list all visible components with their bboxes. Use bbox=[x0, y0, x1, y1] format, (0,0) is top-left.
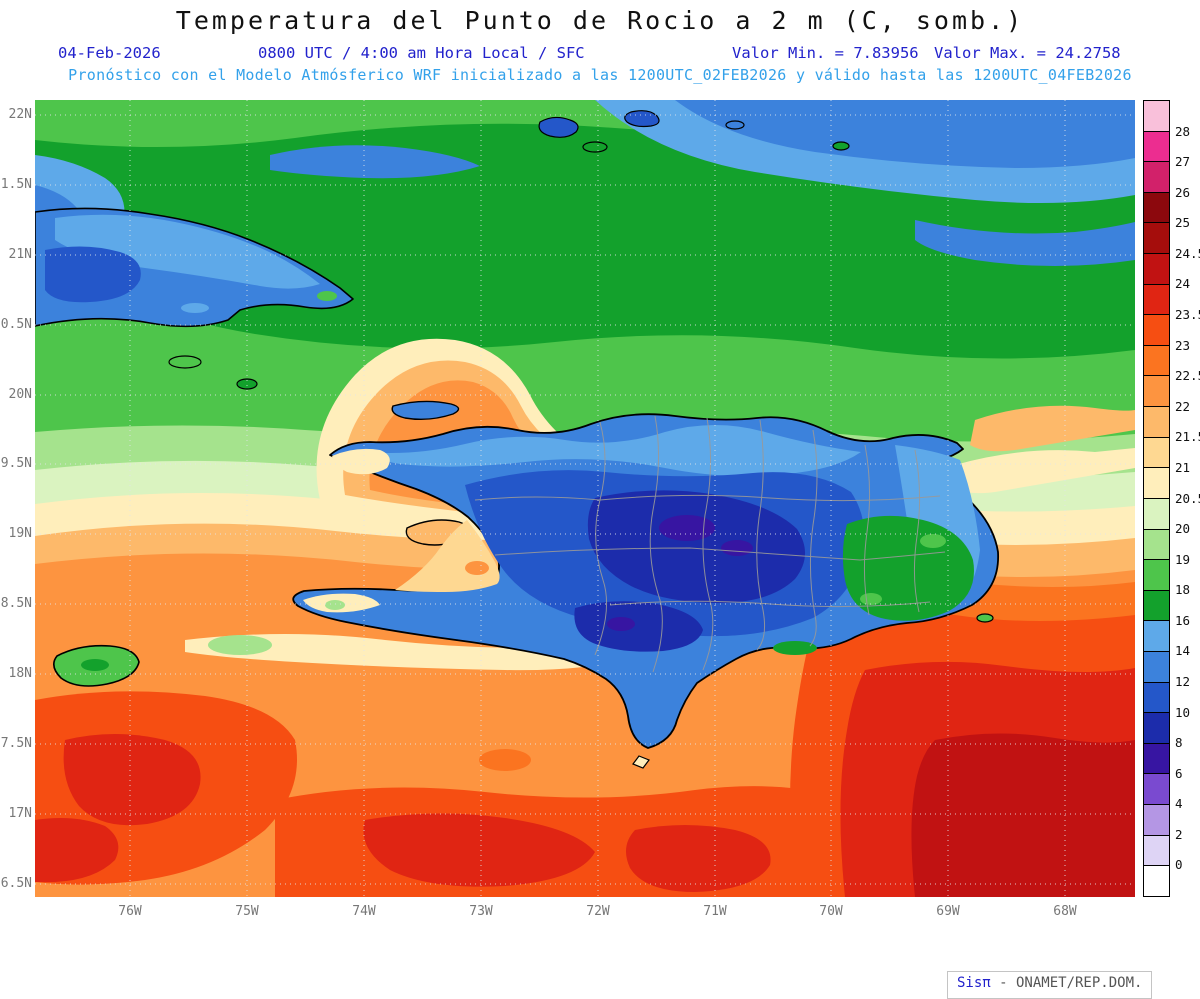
lat-axis-label: 1.5N bbox=[0, 177, 32, 192]
lat-axis-label: 21N bbox=[8, 247, 32, 262]
colorbar-segment bbox=[1144, 529, 1169, 561]
credit-badge: Sisπ - ONAMET/REP.DOM. bbox=[947, 971, 1153, 999]
cuba-island bbox=[35, 207, 354, 390]
colorbar-segment bbox=[1144, 682, 1169, 714]
lon-axis-label: 70W bbox=[819, 904, 843, 919]
colorbar-labels: 2827262524.52423.52322.52221.52120.52019… bbox=[1175, 100, 1200, 897]
province-boundaries bbox=[474, 415, 946, 673]
lat-axis-label: 20N bbox=[8, 387, 32, 402]
figure-title: Temperatura del Punto de Rocio a 2 m (C,… bbox=[175, 6, 1025, 35]
lon-axis-label: 69W bbox=[936, 904, 960, 919]
colorbar-tick-label: 21.5 bbox=[1175, 429, 1200, 445]
lat-axis-label: 0.5N bbox=[0, 317, 32, 332]
colorbar-tick-label: 28 bbox=[1175, 123, 1191, 139]
colorbar-tick-label: 16 bbox=[1175, 612, 1191, 628]
colorbar-segment bbox=[1144, 254, 1169, 285]
colorbar-tick-label: 8 bbox=[1175, 735, 1183, 751]
credit-brand: Sisπ bbox=[957, 975, 991, 991]
hispaniola-island bbox=[292, 413, 999, 769]
colorbar-tick-label: 21 bbox=[1175, 459, 1191, 475]
forecast-date: 04-Feb-2026 bbox=[58, 44, 161, 62]
colorbar-tick-label: 24 bbox=[1175, 276, 1191, 292]
colorbar-segment bbox=[1144, 223, 1169, 255]
lon-axis-label: 73W bbox=[469, 904, 493, 919]
lat-axis-label: 9.5N bbox=[0, 456, 32, 471]
colorbar-segment bbox=[1144, 866, 1169, 896]
south-red-zones bbox=[35, 578, 1135, 897]
colorbar-tick-label: 20 bbox=[1175, 521, 1191, 537]
colorbar-tick-label: 4 bbox=[1175, 796, 1183, 812]
colorbar-segment bbox=[1144, 345, 1169, 377]
colorbar-segment bbox=[1144, 407, 1169, 438]
tortuga-island bbox=[391, 400, 460, 421]
grid-lines bbox=[35, 100, 1135, 897]
forecast-time: 0800 UTC / 4:00 am Hora Local / SFC bbox=[258, 44, 585, 62]
lat-axis-label: 22N bbox=[8, 107, 32, 122]
lat-axis-label: 8.5N bbox=[0, 596, 32, 611]
colorbar-segment bbox=[1144, 774, 1169, 806]
colorbar-segment bbox=[1144, 284, 1169, 316]
colorbar-segment bbox=[1144, 713, 1169, 744]
forecast-meta-line: 04-Feb-2026 0800 UTC / 4:00 am Hora Loca… bbox=[0, 44, 1200, 64]
colorbar-tick-label: 10 bbox=[1175, 704, 1191, 720]
colorbar-segment bbox=[1144, 468, 1169, 499]
latitude-axis: 22N 1.5N 21N 0.5N 20N 9.5N 19N 8.5N 18N 7.5N 17N 6.… bbox=[0, 0, 33, 927]
colorbar-segment bbox=[1144, 437, 1169, 469]
lon-axis-label: 71W bbox=[703, 904, 727, 919]
colorbar-segment bbox=[1144, 131, 1169, 163]
lat-axis-label: 19N bbox=[8, 526, 32, 541]
model-info-line: Pronóstico con el Modelo Atmósferico WRF… bbox=[68, 66, 1132, 84]
jamaica-island bbox=[53, 644, 140, 687]
colorbar-tick-label: 14 bbox=[1175, 643, 1191, 659]
colorbar-tick-label: 2 bbox=[1175, 826, 1183, 842]
lon-axis-label: 74W bbox=[352, 904, 376, 919]
colorbar-tick-label: 6 bbox=[1175, 765, 1183, 781]
colorbar-segment bbox=[1144, 651, 1169, 683]
colorbar-segment bbox=[1144, 101, 1169, 132]
colorbar-tick-label: 20.5 bbox=[1175, 490, 1200, 506]
lon-axis-label: 76W bbox=[118, 904, 142, 919]
lat-axis-label: 7.5N bbox=[0, 736, 32, 751]
colorbar-tick-label: 22 bbox=[1175, 398, 1191, 414]
colorbar-tick-label: 26 bbox=[1175, 184, 1191, 200]
colorbar-segment bbox=[1144, 560, 1169, 591]
colorbar-tick-label: 12 bbox=[1175, 673, 1191, 689]
credit-text: - ONAMET/REP.DOM. bbox=[990, 975, 1143, 991]
forecast-map: Sisπ - ONAMET/REP.DOM. bbox=[35, 100, 1153, 999]
colorbar-segment bbox=[1144, 835, 1169, 867]
lat-axis-label: 18N bbox=[8, 666, 32, 681]
colorbar-tick-label: 27 bbox=[1175, 154, 1191, 170]
colorbar-segment bbox=[1144, 376, 1169, 408]
colorbar-tick-label: 23.5 bbox=[1175, 307, 1200, 323]
longitude-axis: 76W 75W 74W 73W 72W 71W 70W 69W 68W bbox=[118, 904, 1077, 919]
colorbar-tick-label: 23 bbox=[1175, 337, 1191, 353]
colorbar-segment bbox=[1144, 192, 1169, 224]
colorbar bbox=[1143, 100, 1170, 897]
colorbar-segment bbox=[1144, 162, 1169, 193]
colorbar-segment bbox=[1144, 315, 1169, 346]
colorbar-tick-label: 22.5 bbox=[1175, 368, 1200, 384]
east-pale-streaks bbox=[953, 405, 1135, 494]
colorbar-segment bbox=[1144, 743, 1169, 775]
min-value-label: Valor Min. = 7.83956 bbox=[732, 44, 919, 62]
colorbar-tick-label: 25 bbox=[1175, 215, 1191, 231]
max-value-label: Valor Max. = 24.2758 bbox=[934, 44, 1121, 62]
colorbar-tick-label: 0 bbox=[1175, 857, 1183, 873]
colorbar-tick-label: 18 bbox=[1175, 582, 1191, 598]
lat-axis-label: 6.5N bbox=[0, 876, 32, 891]
lon-axis-label: 72W bbox=[586, 904, 610, 919]
colorbar-tick-label: 19 bbox=[1175, 551, 1191, 567]
map-canvas bbox=[35, 100, 1135, 897]
lon-axis-label: 68W bbox=[1053, 904, 1077, 919]
colorbar-tick-label: 24.5 bbox=[1175, 245, 1200, 261]
lon-axis-label: 75W bbox=[235, 904, 259, 919]
lat-axis-label: 17N bbox=[8, 806, 32, 821]
colorbar-segment bbox=[1144, 590, 1169, 622]
colorbar-segment bbox=[1144, 498, 1169, 530]
colorbar-segment bbox=[1144, 805, 1169, 836]
colorbar-segment bbox=[1144, 621, 1169, 652]
